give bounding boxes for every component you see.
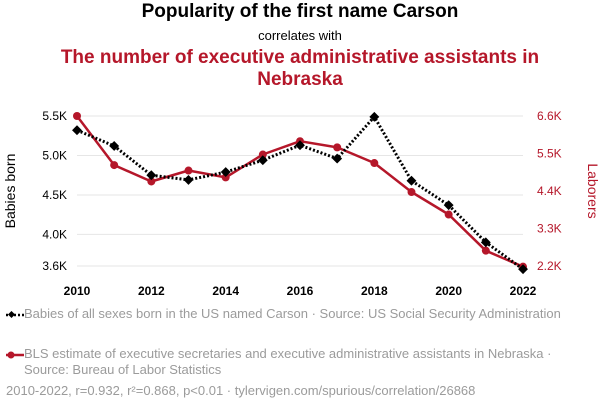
point-assistants-2012 [147, 177, 156, 186]
right-tick-label: 6.6K [537, 109, 562, 123]
right-axis-title: Laborers [585, 163, 600, 218]
point-carson-2022 [518, 264, 528, 275]
point-carson-2013 [183, 174, 194, 185]
right-tick-label: 4.4K [537, 184, 562, 198]
right-tick-label: 5.5K [537, 147, 562, 161]
left-tick-label: 5.0K [42, 148, 67, 162]
chart-subtitle: correlates with [258, 28, 342, 43]
point-carson-2017 [332, 153, 343, 164]
point-assistants-2013 [184, 166, 193, 175]
x-tick-label: 2020 [435, 284, 462, 298]
point-assistants-2021 [481, 246, 490, 255]
x-tick-label: 2012 [138, 284, 165, 298]
point-carson-2020 [443, 200, 454, 211]
x-tick-label: 2018 [361, 284, 388, 298]
left-tick-label: 4.0K [42, 227, 67, 241]
point-assistants-2011 [110, 161, 119, 170]
point-carson-2018 [369, 111, 380, 122]
gridlines [77, 115, 523, 267]
x-tick-label: 2014 [212, 284, 239, 298]
legend-label-carson: Babies of all sexes born in the US named… [24, 306, 561, 321]
point-assistants-2015 [258, 150, 267, 159]
chart-second-title: The number of executive administrative a… [60, 47, 540, 90]
point-assistants-2020 [444, 210, 453, 219]
left-axis-title: Babies born [2, 154, 18, 229]
right-tick-label: 3.3K [537, 222, 562, 236]
left-tick-label: 5.5K [42, 109, 67, 123]
x-tick-label: 2010 [64, 284, 91, 298]
point-assistants-2018 [370, 159, 379, 168]
legend-swatch-carson [6, 311, 24, 319]
legend-item-assistants: BLS estimate of executive secretaries an… [6, 346, 566, 378]
point-carson-2011 [109, 141, 120, 151]
point-carson-2016 [295, 140, 305, 151]
point-assistants-2017 [333, 143, 342, 152]
chart-title: Popularity of the first name Carson [141, 1, 459, 22]
x-tick-label: 2016 [287, 284, 314, 298]
left-tick-label: 3.6K [42, 259, 67, 273]
right-tick-label: 2.2K [537, 259, 562, 273]
point-assistants-2010 [73, 112, 81, 120]
legend-item-carson: Babies of all sexes born in the US named… [6, 306, 566, 322]
left-tick-label: 4.5K [42, 188, 67, 202]
point-assistants-2019 [407, 188, 416, 197]
axes: 3.6K 4.0K 4.5K 5.0K 5.5K 2.2K 3.3K 4.4K 5.5K 6.6K… [2, 109, 600, 298]
legend-swatch-assistants [6, 351, 24, 359]
footer-stats: 2010-2022, r=0.932, r²=0.868, p<0.01 · t… [6, 383, 476, 398]
point-carson-2010 [72, 125, 82, 136]
series-layer [72, 111, 528, 275]
x-tick-label: 2022 [510, 284, 537, 298]
point-carson-2014 [220, 167, 231, 177]
point-assistants-2014 [221, 173, 230, 182]
point-carson-2019 [406, 175, 417, 186]
legend-label-assistants: BLS estimate of executive secretaries an… [24, 346, 552, 377]
